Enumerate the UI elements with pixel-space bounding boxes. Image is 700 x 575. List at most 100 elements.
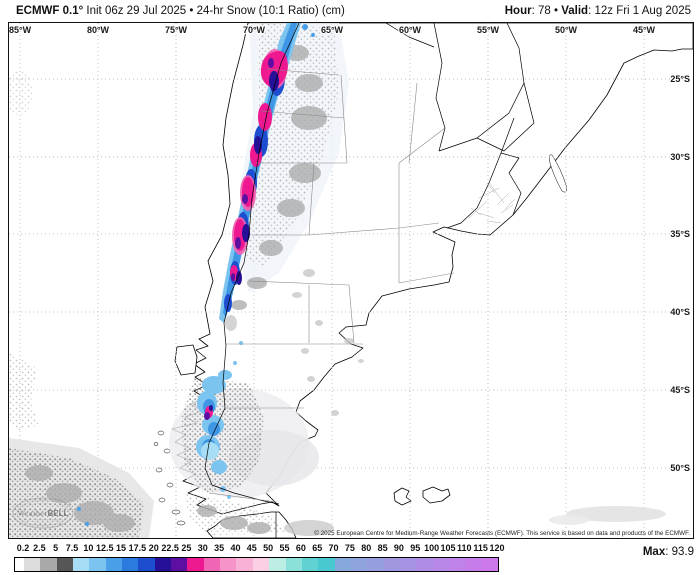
colorbar-cell xyxy=(301,558,319,571)
hour-value: : 78 xyxy=(531,4,551,17)
latitude-label: 40°S xyxy=(670,307,690,317)
colorbar-tick: 65 xyxy=(312,543,323,553)
colorbar-tick: 40 xyxy=(230,543,241,553)
colorbar-tick: 10 xyxy=(83,543,94,553)
longitude-label: 75°W xyxy=(165,25,188,35)
uruguay-department-borders xyxy=(468,182,516,224)
colorbar xyxy=(14,557,499,572)
longitude-label: 85°W xyxy=(9,25,32,35)
svg-text:WeatherBELL: WeatherBELL xyxy=(18,509,69,518)
colorbar-cell xyxy=(399,558,417,571)
colorbar-tick: 12.5 xyxy=(95,543,114,553)
colorbar-tick: 90 xyxy=(393,543,404,553)
hour-label: Hour xyxy=(504,4,532,17)
colorbar-cell xyxy=(203,558,221,571)
init-and-product: Init 06z 29 Jul 2025 • 24-hr Snow (10:1 … xyxy=(83,4,345,17)
colorbar-cell xyxy=(122,558,139,571)
max-value: : 93.9 xyxy=(665,546,694,558)
island-chiloe xyxy=(174,344,198,376)
colorbar-cell xyxy=(15,558,24,571)
country-borders xyxy=(204,23,535,538)
latitude-label: 35°S xyxy=(670,229,690,239)
colorbar-cell xyxy=(154,558,172,571)
colorbar-tick: 60 xyxy=(295,543,306,553)
longitude-label: 70°W xyxy=(243,25,266,35)
max-label: Max xyxy=(642,546,666,558)
colorbar-cell xyxy=(89,558,106,571)
colorbar-cell xyxy=(465,558,482,571)
border-pilcomayo xyxy=(385,23,435,48)
colorbar-cell xyxy=(236,558,253,571)
colorbar-tick: 30 xyxy=(197,543,208,553)
colorbar-tick: 110 xyxy=(457,543,472,553)
colorbar-tick: 120 xyxy=(489,543,505,553)
copyright-text: © 2025 European Centre for Medium-Range … xyxy=(314,530,690,537)
border-parana-river xyxy=(438,23,525,152)
colorbar-cell xyxy=(334,558,351,571)
longitude-label: 65°W xyxy=(321,25,344,35)
latitude-label: 25°S xyxy=(670,74,690,84)
colorbar-tick: 17.5 xyxy=(128,543,147,553)
header-title: ECMWF 0.1° Init 06z 29 Jul 2025 • 24-hr … xyxy=(16,5,345,17)
colorbar-tick: 7.5 xyxy=(65,543,79,553)
watermark-weather: Weather xyxy=(18,509,48,518)
header-valid: Hour: 78 • Valid: 12z Fri 1 Aug 2025 xyxy=(505,5,691,17)
max-value-label: Max: 93.9 xyxy=(643,546,694,558)
colorbar-cell xyxy=(416,558,433,571)
colorbar-tick: 105 xyxy=(440,543,456,553)
colorbar-cell xyxy=(269,558,286,571)
colorbar-cell xyxy=(432,558,449,571)
colorbar-tick: 85 xyxy=(377,543,388,553)
colorbar-cell xyxy=(187,558,204,571)
watermark-bell: BELL xyxy=(48,509,69,518)
longitude-label: 55°W xyxy=(477,25,500,35)
colorbar-cell xyxy=(318,558,335,571)
colorbar-cell xyxy=(350,558,368,571)
latitude-label: 50°S xyxy=(670,463,690,473)
colorbar-tick: 70 xyxy=(328,543,339,553)
colorbar-tick: 115 xyxy=(473,543,488,553)
colorbar-tick: 75 xyxy=(344,543,355,553)
longitude-label: 80°W xyxy=(87,25,110,35)
colorbar-tick: 35 xyxy=(214,543,225,553)
colorbar-cell xyxy=(73,558,90,571)
province-borders xyxy=(208,68,455,503)
island-falkland-west xyxy=(393,487,412,506)
header: ECMWF 0.1° Init 06z 29 Jul 2025 • 24-hr … xyxy=(0,0,700,21)
colorbar-tick: 50 xyxy=(263,543,274,553)
lagoon-dos-patos xyxy=(549,154,567,193)
island-falkland-east xyxy=(422,486,451,504)
colorbar-tick: 100 xyxy=(424,543,440,553)
snow-cluster-patagonia xyxy=(196,341,243,499)
latitude-label: 30°S xyxy=(670,152,690,162)
map-image: 85°W 80°W 75°W 70°W 65°W 60°W 55°W 50°W 45°W 25°S… xyxy=(9,23,693,538)
border-paraguay-river xyxy=(433,23,446,152)
colorbar-cell xyxy=(138,558,155,571)
colorbar-cell xyxy=(481,558,498,571)
colorbar-tick-labels: 0.2 2.5 5 7.5 10 12.5 15 17.5 20 22.5 25 30 35 40 45 50… xyxy=(0,543,700,555)
colorbar-cell xyxy=(171,558,188,571)
colorbar-cell xyxy=(56,558,74,571)
valid-label: Valid xyxy=(561,4,589,17)
latitude-label: 45°S xyxy=(670,385,690,395)
colorbar-tick: 80 xyxy=(361,543,372,553)
colorbar-tick: 5 xyxy=(53,543,59,553)
map-frame: 85°W 80°W 75°W 70°W 65°W 60°W 55°W 50°W 45°W 25°S… xyxy=(8,22,694,539)
colorbar-cell xyxy=(383,558,400,571)
colorbar-tick: 95 xyxy=(410,543,421,553)
colorbar-cell xyxy=(252,558,270,571)
colorbar-cell xyxy=(220,558,237,571)
valid-value: : 12z Fri 1 Aug 2025 xyxy=(588,4,691,17)
longitude-label: 60°W xyxy=(399,25,422,35)
longitude-label: 45°W xyxy=(633,25,656,35)
longitude-label: 50°W xyxy=(555,25,578,35)
colorbar-tick: 55 xyxy=(279,543,290,553)
border-chile-argentina xyxy=(204,23,300,505)
islets-chilean-archipelago xyxy=(153,430,186,526)
colorbar-cell xyxy=(40,558,57,571)
colorbar-cell xyxy=(285,558,302,571)
border-uruguay-river xyxy=(446,117,515,229)
separator: • xyxy=(550,4,562,17)
watermark-logo: WeatherBELL xyxy=(12,497,74,529)
